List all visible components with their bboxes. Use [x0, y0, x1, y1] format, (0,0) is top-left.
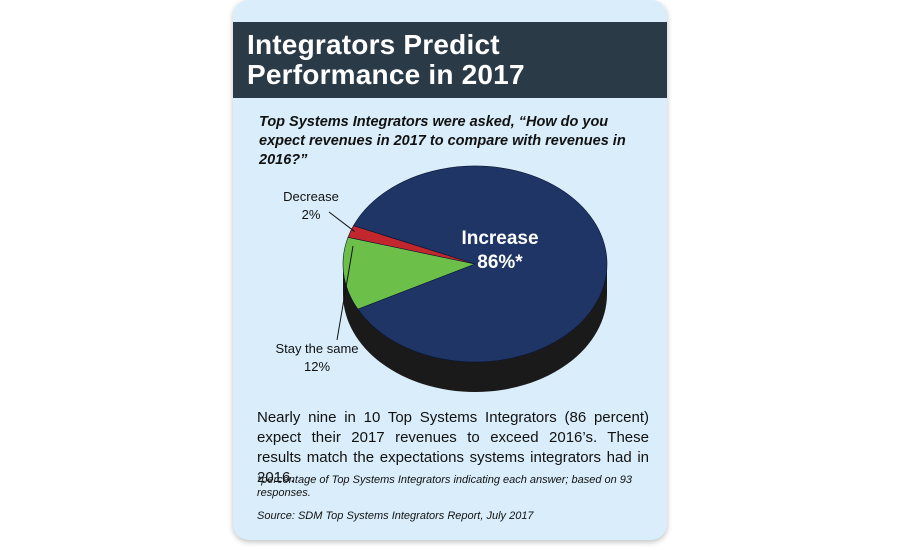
slice-value-stay-the-same: 12%: [304, 359, 330, 374]
slice-label-increase: Increase: [461, 228, 538, 249]
pie-slices: [342, 165, 608, 363]
chart-title: Integrators Predict Performance in 2017: [247, 30, 525, 90]
pie-leader-lines: [328, 211, 355, 341]
pie-3d-body: [343, 264, 607, 392]
pie-slice-increase: [353, 165, 608, 363]
summary-text: Nearly nine in 10 Top Systems Integrator…: [257, 409, 649, 486]
slice-label-stay-the-same: Stay the same: [275, 341, 358, 356]
title-line-1: Integrators Predict: [247, 29, 500, 60]
survey-question: Top Systems Integrators were asked, “How…: [259, 114, 626, 168]
leader-line-decrease: [328, 211, 355, 232]
leader-line-stay-the-same: [336, 245, 354, 341]
title-line-2: Performance in 2017: [247, 59, 525, 90]
pie-slice-decrease: [347, 225, 476, 265]
pie-chart: Increase 86%* Decrease 2% Stay the same …: [275, 165, 608, 392]
slice-label-decrease: Decrease: [283, 189, 339, 204]
infographic-card: Integrators Predict Performance in 2017 …: [233, 0, 667, 540]
title-banner: Integrators Predict Performance in 2017: [233, 22, 667, 98]
pie-slice-stay-the-same: [342, 236, 477, 310]
footnote: *percentage of Top Systems Integrators i…: [257, 474, 633, 499]
source-note: Source: SDM Top Systems Integrators Repo…: [257, 510, 534, 522]
pie-side: [343, 264, 607, 392]
slice-value-decrease: 2%: [302, 207, 321, 222]
slice-value-increase: 86%*: [477, 252, 523, 273]
